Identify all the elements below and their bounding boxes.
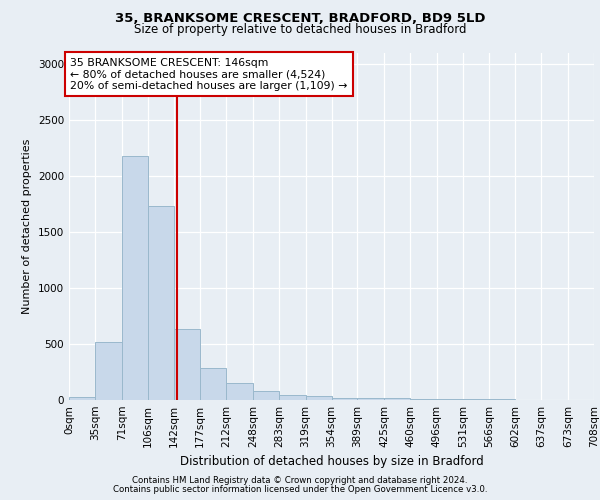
Bar: [148, 206, 174, 400]
Bar: [95, 342, 122, 400]
Bar: [253, 391, 279, 400]
Bar: [437, 399, 463, 400]
Bar: [305, 396, 331, 400]
Bar: [358, 398, 384, 400]
Bar: [226, 382, 253, 400]
Bar: [122, 156, 148, 400]
Bar: [463, 399, 489, 400]
Y-axis label: Number of detached properties: Number of detached properties: [22, 138, 32, 314]
Bar: [384, 398, 410, 400]
Bar: [331, 398, 358, 400]
Text: Contains public sector information licensed under the Open Government Licence v3: Contains public sector information licen…: [113, 485, 487, 494]
Text: 35 BRANKSOME CRESCENT: 146sqm
← 80% of detached houses are smaller (4,524)
20% o: 35 BRANKSOME CRESCENT: 146sqm ← 80% of d…: [70, 58, 348, 91]
Text: Size of property relative to detached houses in Bradford: Size of property relative to detached ho…: [134, 22, 466, 36]
Text: Distribution of detached houses by size in Bradford: Distribution of detached houses by size …: [180, 454, 484, 468]
Bar: [174, 329, 200, 400]
Bar: [200, 368, 226, 400]
Text: Contains HM Land Registry data © Crown copyright and database right 2024.: Contains HM Land Registry data © Crown c…: [132, 476, 468, 485]
Bar: [410, 398, 437, 400]
Bar: [69, 397, 95, 400]
Bar: [279, 394, 305, 400]
Text: 35, BRANKSOME CRESCENT, BRADFORD, BD9 5LD: 35, BRANKSOME CRESCENT, BRADFORD, BD9 5L…: [115, 12, 485, 26]
